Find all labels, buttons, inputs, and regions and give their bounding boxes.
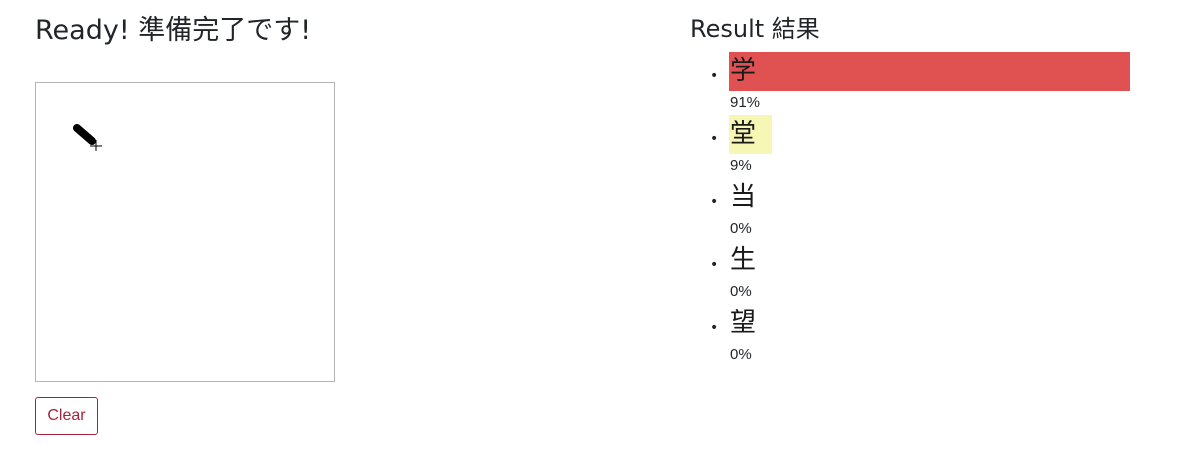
result-percent: 0%: [730, 346, 752, 363]
bullet-icon: •: [710, 320, 719, 336]
result-character: 堂: [730, 119, 757, 149]
result-title: Result 結果: [690, 15, 820, 43]
result-character: 学: [730, 56, 757, 86]
result-percent: 91%: [730, 94, 761, 111]
bullet-icon: •: [710, 68, 719, 84]
result-character: 生: [730, 245, 757, 275]
result-percent: 0%: [730, 220, 752, 237]
probability-bar: [729, 115, 772, 154]
result-character: 望: [730, 308, 757, 338]
bullet-icon: •: [710, 131, 719, 147]
drawing-canvas[interactable]: [35, 82, 335, 382]
result-percent: 9%: [730, 157, 752, 174]
bullet-icon: •: [710, 257, 719, 273]
crosshair-cursor-icon: [90, 140, 102, 151]
result-character: 当: [730, 182, 757, 212]
bullet-icon: •: [710, 194, 719, 210]
probability-bar: [729, 52, 1130, 91]
result-percent: 0%: [730, 283, 752, 300]
page-title: Ready! 準備完了です!: [35, 15, 312, 46]
drawing-stroke: [73, 124, 96, 145]
clear-button[interactable]: Clear: [35, 397, 98, 435]
